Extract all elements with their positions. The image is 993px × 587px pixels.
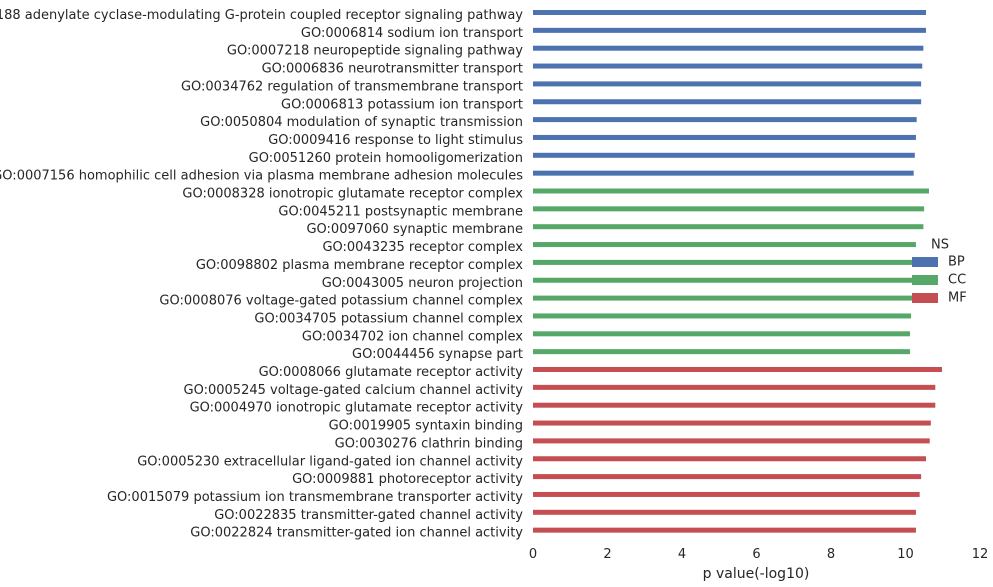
x-axis-title: p value(-log10): [703, 566, 810, 582]
category-label: GO:0098802 plasma membrane receptor comp…: [196, 258, 523, 273]
category-label: GO:0004970 ionotropic glutamate receptor…: [190, 401, 524, 416]
category-label: GO:0044456 synapse part: [352, 347, 523, 362]
category-label: GO:0009416 response to light stimulus: [268, 133, 523, 148]
bar-cc-9: [533, 349, 910, 355]
category-label: GO:0097060 synaptic membrane: [306, 222, 523, 237]
category-label: GO:0015079 potassium ion transmembrane t…: [107, 490, 523, 505]
bar-mf-4: [533, 438, 930, 444]
category-label: GO:0008328 ionotropic glutamate receptor…: [182, 187, 523, 202]
category-label: GO:0034705 potassium channel complex: [254, 311, 523, 326]
category-label: GO:0030276 clathrin binding: [335, 436, 523, 451]
category-label: GO:0005230 extracellular ligand-gated io…: [137, 454, 523, 469]
bar-bp-8: [533, 152, 915, 158]
x-tick-label: 6: [752, 547, 760, 562]
x-tick-label: 2: [603, 547, 611, 562]
bar-mf-3: [533, 420, 931, 426]
x-tick-label: 12: [972, 547, 989, 562]
x-tick-label: 8: [827, 547, 835, 562]
category-label: GO:0034702 ion channel complex: [302, 329, 523, 344]
bar-mf-9: [533, 527, 916, 533]
category-label: GO:0045211 postsynaptic membrane: [278, 204, 523, 219]
legend-label-cc: CC: [948, 273, 966, 288]
bar-mf-0: [533, 367, 943, 372]
category-label: GO:0050804 modulation of synaptic transm…: [200, 115, 523, 130]
bar-bp-7: [533, 134, 916, 140]
bar-bp-4: [533, 81, 922, 87]
category-label: GO:0022824 transmitter-gated ion channel…: [190, 526, 523, 541]
category-label: GO:0007218 neuropeptide signaling pathwa…: [227, 44, 523, 59]
category-labels: GO:0007188 adenylate cyclase-modulating …: [0, 8, 523, 541]
bars-group: [533, 10, 943, 533]
bar-mf-6: [533, 474, 922, 480]
legend-swatch-cc: [912, 275, 938, 285]
legend-swatch-mf: [912, 293, 938, 303]
legend: NS BP CC MF: [912, 238, 967, 306]
bar-cc-2: [533, 224, 924, 230]
bar-mf-2: [533, 402, 936, 408]
bar-cc-8: [533, 331, 910, 337]
x-tick-label: 10: [897, 547, 914, 562]
x-tick-label: 4: [678, 547, 686, 562]
category-label: GO:0022835 transmitter-gated channel act…: [214, 508, 523, 523]
bar-mf-7: [533, 491, 920, 497]
legend-title: NS: [931, 238, 949, 253]
bar-bp-1: [533, 27, 926, 33]
bar-cc-5: [533, 277, 914, 283]
category-label: GO:0005245 voltage-gated calcium channel…: [184, 383, 524, 398]
category-label: GO:0008076 voltage-gated potassium chann…: [159, 294, 523, 309]
bar-cc-3: [533, 242, 916, 248]
bar-cc-6: [533, 295, 913, 301]
bar-cc-1: [533, 206, 925, 212]
bar-mf-5: [533, 456, 926, 462]
bar-mf-1: [533, 384, 936, 390]
legend-label-bp: BP: [948, 255, 965, 270]
bar-bp-0: [533, 10, 926, 15]
x-tick-label: 0: [529, 547, 537, 562]
category-label: GO:0043005 neuron projection: [322, 276, 523, 291]
bar-bp-3: [533, 63, 923, 69]
bar-bp-9: [533, 170, 914, 176]
category-label: GO:0019905 syntaxin binding: [329, 419, 523, 434]
bar-cc-7: [533, 313, 912, 319]
category-label: GO:0006814 sodium ion transport: [301, 26, 523, 41]
bar-cc-4: [533, 259, 915, 265]
x-axis-ticks: 0 2 4 6 8 10 12: [529, 547, 988, 562]
category-label: GO:0007156 homophilic cell adhesion via …: [0, 169, 523, 184]
category-label: GO:0008066 glutamate receptor activity: [259, 365, 524, 380]
bar-bp-6: [533, 117, 917, 123]
bar-mf-8: [533, 509, 916, 515]
bar-cc-0: [533, 188, 929, 194]
legend-swatch-bp: [912, 257, 938, 267]
category-label: GO:0006813 potassium ion transport: [281, 97, 523, 112]
legend-label-mf: MF: [948, 291, 967, 306]
bar-bp-5: [533, 99, 922, 105]
category-label: GO:0006836 neurotransmitter transport: [262, 62, 523, 77]
category-label: GO:0051260 protein homooligomerization: [249, 151, 523, 166]
category-label: GO:0043235 receptor complex: [322, 240, 523, 255]
category-label: GO:0007188 adenylate cyclase-modulating …: [0, 8, 523, 23]
bar-bp-2: [533, 45, 924, 51]
category-label: GO:0009881 photoreceptor activity: [292, 472, 523, 487]
category-label: GO:0034762 regulation of transmembrane t…: [181, 79, 523, 94]
